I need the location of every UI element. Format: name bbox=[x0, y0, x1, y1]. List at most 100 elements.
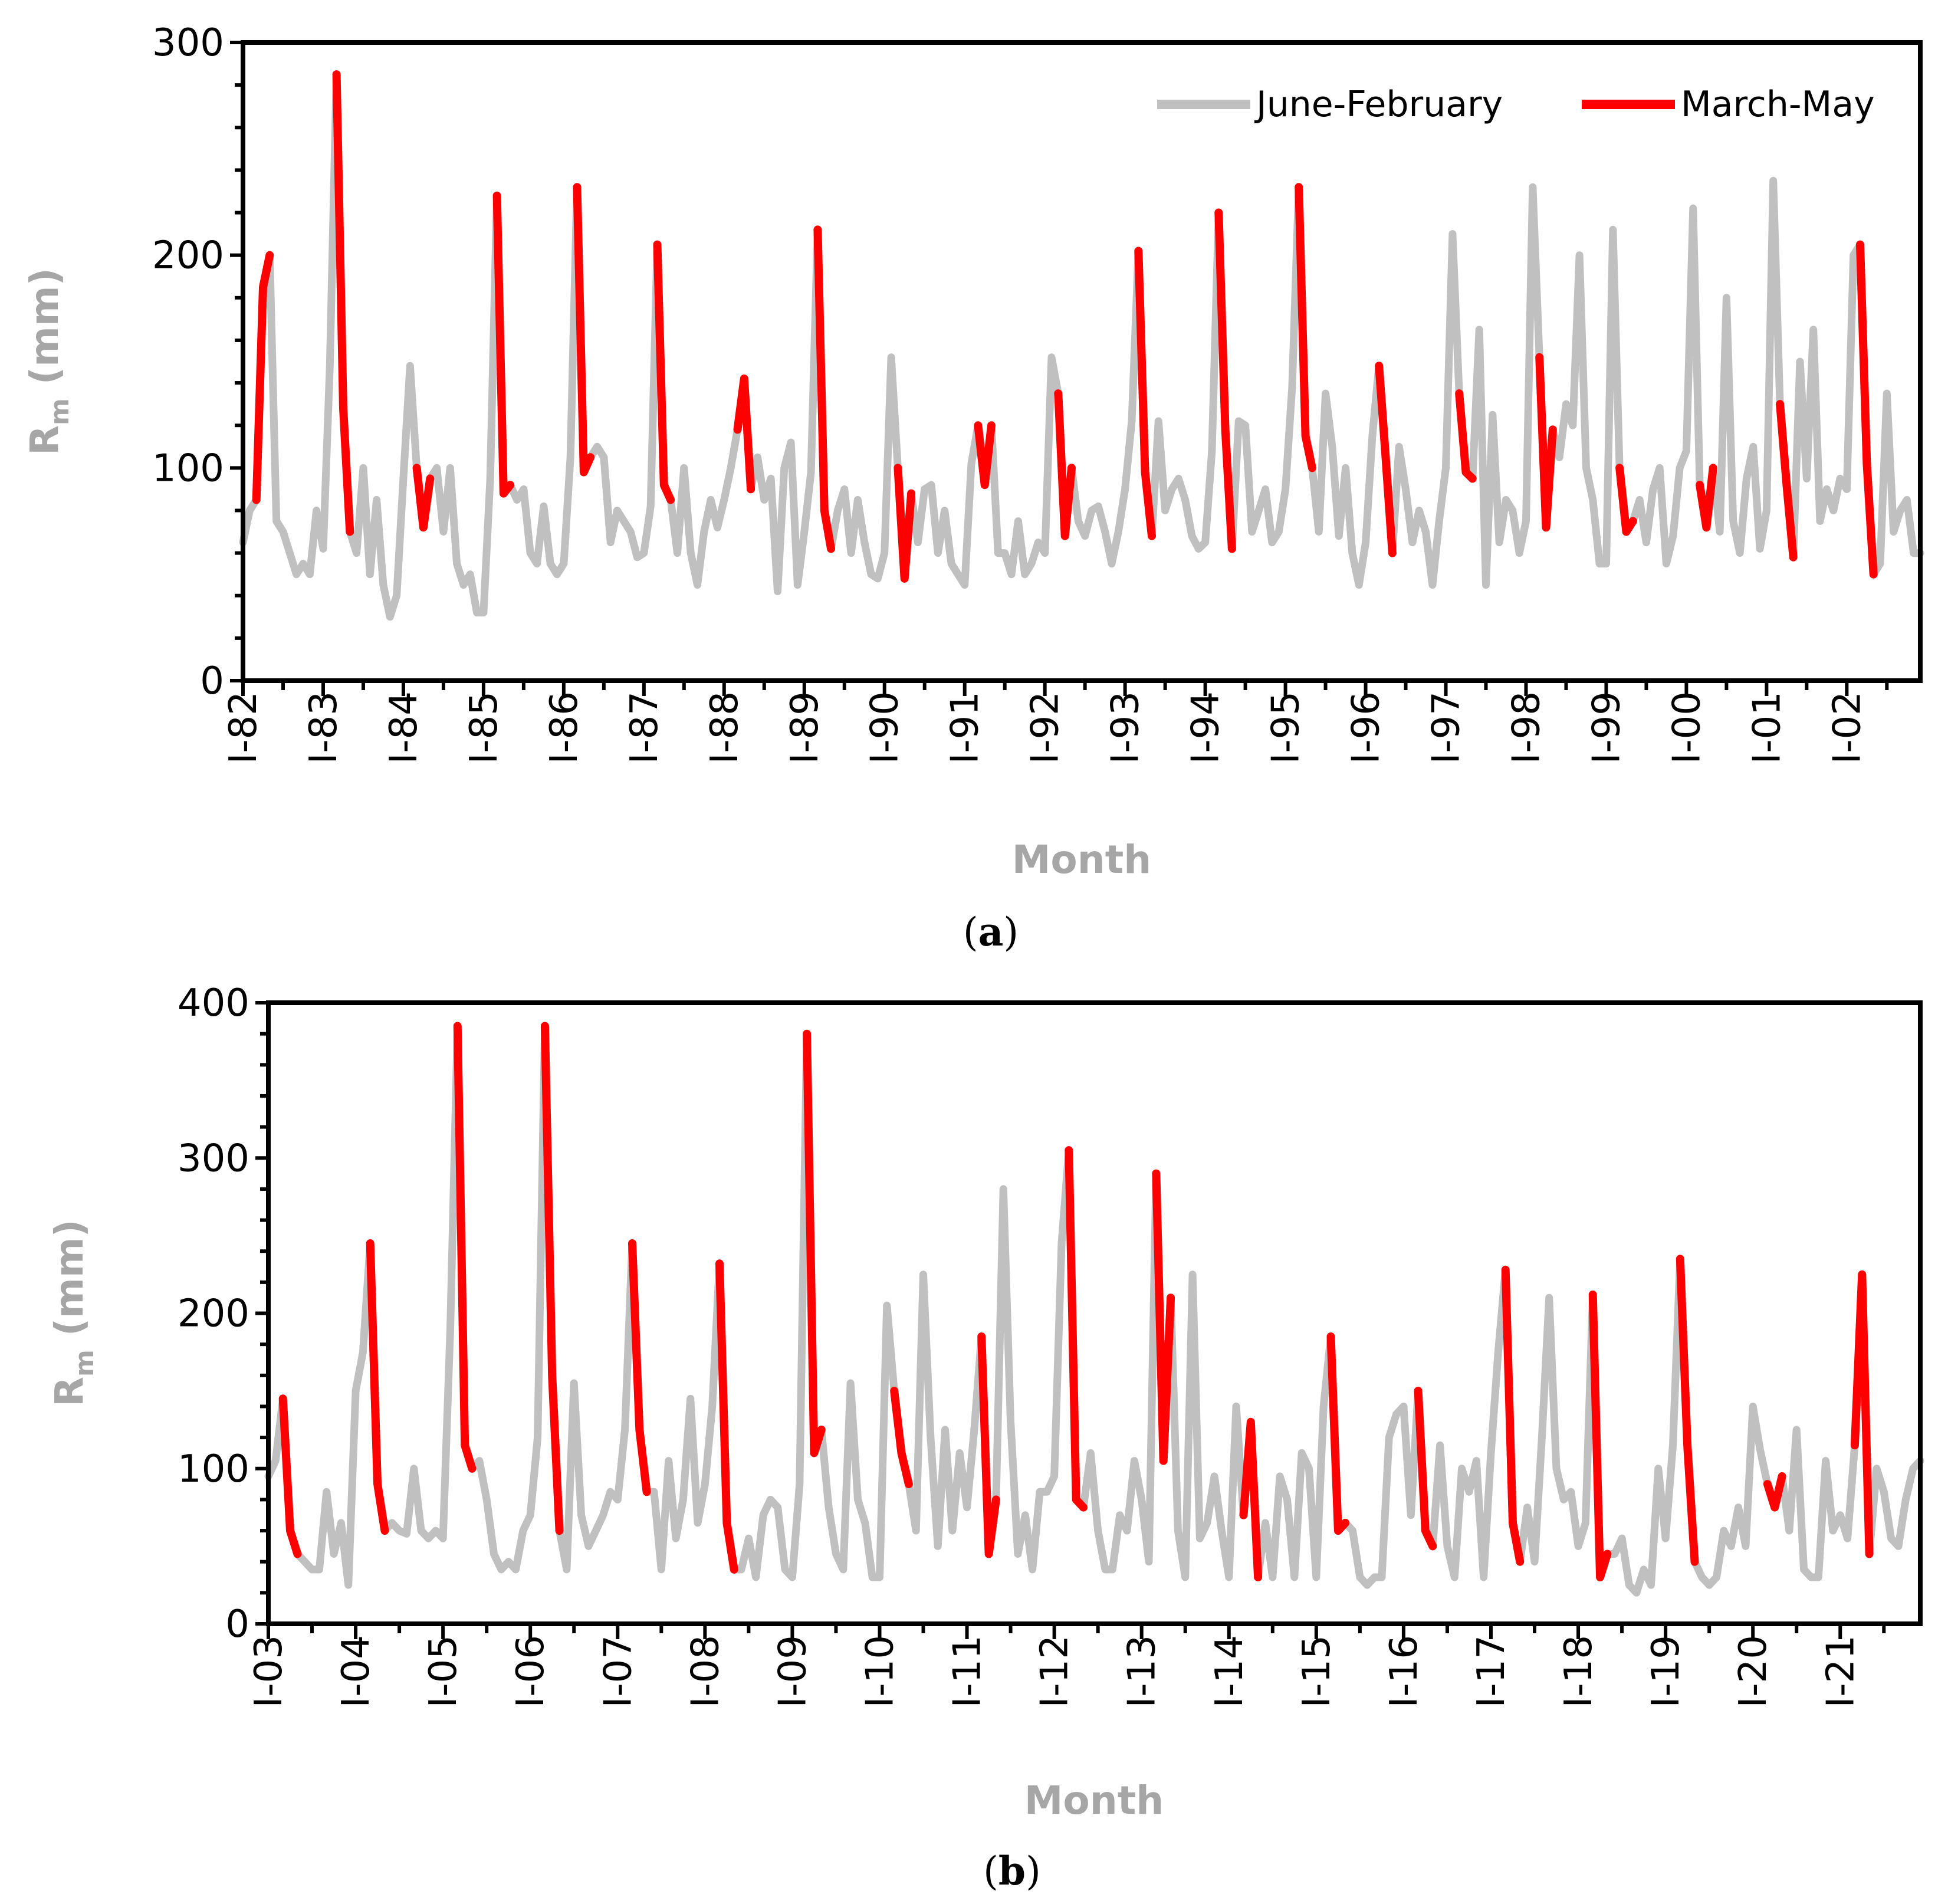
march-may-segment bbox=[1588, 1290, 1612, 1581]
panel-a-caption: (a) bbox=[963, 909, 1019, 955]
march-may-segment bbox=[1535, 353, 1557, 532]
y-tick-label: 300 bbox=[178, 1137, 249, 1180]
panel-b-y-axis-title: Rm (mm) bbox=[47, 1219, 100, 1407]
march-may-segment bbox=[1414, 1387, 1437, 1551]
panel-a-y-axis-title: Rm (mm) bbox=[22, 268, 75, 455]
x-tick-label: I-04 bbox=[334, 1635, 378, 1708]
march-may-segment bbox=[278, 1394, 302, 1558]
march-may-segment bbox=[1776, 400, 1798, 562]
panel-a-x-axis-title: Month bbox=[1012, 837, 1152, 882]
march-may-segment bbox=[1326, 1332, 1350, 1535]
x-tick-label: I-00 bbox=[1665, 691, 1709, 764]
legend-march-may-label: March-May bbox=[1681, 84, 1875, 125]
panel-b-x-ticks: I-03 I-04 I-05 I-06 I-07 I-08 I-09 I-10 I-11 I-12… bbox=[247, 1624, 1886, 1708]
x-tick-label: I-90 bbox=[863, 691, 907, 764]
x-tick-label: I-09 bbox=[771, 1635, 814, 1708]
panel-b-y-axis-subscript: m bbox=[70, 1350, 100, 1377]
x-tick-label: I-98 bbox=[1505, 691, 1549, 764]
x-tick-label: I-93 bbox=[1104, 691, 1148, 764]
panel-a-caption-letter: a bbox=[978, 909, 1004, 955]
x-tick-label: I-07 bbox=[596, 1635, 640, 1708]
march-may-segment bbox=[1696, 464, 1717, 532]
x-tick-label: I-12 bbox=[1033, 1635, 1077, 1708]
legend-june-february-label: June-February bbox=[1254, 84, 1503, 125]
x-tick-label: I-13 bbox=[1121, 1635, 1164, 1708]
march-may-segment bbox=[813, 225, 836, 553]
x-tick-label: I-16 bbox=[1382, 1635, 1426, 1708]
panel-b-caption-letter: b bbox=[998, 1848, 1026, 1894]
y-tick-label: 400 bbox=[178, 981, 249, 1025]
panel-a-y-axis-symbol: R bbox=[22, 425, 67, 455]
march-may-segment bbox=[1615, 464, 1637, 536]
march-may-segment bbox=[332, 70, 354, 536]
march-may-segment bbox=[492, 191, 515, 498]
panel-a-y-axis-subscript: m bbox=[45, 398, 75, 425]
x-tick-label: I-87 bbox=[623, 691, 666, 764]
march-may-segment bbox=[412, 464, 435, 532]
march-may-segment bbox=[974, 421, 996, 490]
march-may-segment bbox=[1375, 362, 1397, 557]
y-tick-label: 300 bbox=[152, 21, 224, 65]
x-tick-label: I-20 bbox=[1732, 1635, 1775, 1708]
y-tick-label: 200 bbox=[178, 1292, 249, 1336]
x-tick-label: I-11 bbox=[946, 1635, 990, 1708]
march-may-segment bbox=[628, 1239, 651, 1496]
panel-a-legend: June-February March-May bbox=[1157, 84, 1875, 125]
march-may-segment bbox=[1065, 1146, 1088, 1512]
x-tick-label: I-91 bbox=[944, 691, 987, 764]
x-tick-label: I-97 bbox=[1425, 691, 1469, 764]
march-may-segment bbox=[893, 464, 916, 583]
x-tick-label: I-18 bbox=[1557, 1635, 1601, 1708]
march-may-segment bbox=[803, 1029, 826, 1457]
y-tick-label: 200 bbox=[152, 234, 224, 278]
march-may-segment bbox=[573, 183, 595, 477]
x-tick-label: I-15 bbox=[1295, 1635, 1339, 1708]
x-tick-label: I-82 bbox=[222, 691, 265, 764]
march-may-segment bbox=[1763, 1472, 1786, 1512]
march-may-segment bbox=[1676, 1255, 1699, 1566]
march-may-segment bbox=[366, 1239, 389, 1535]
march-may-segment bbox=[1152, 1169, 1175, 1465]
x-tick-label: I-17 bbox=[1470, 1635, 1513, 1708]
x-tick-label: I-83 bbox=[302, 691, 346, 764]
panel-b-y-axis-symbol: R bbox=[47, 1377, 92, 1407]
x-tick-label: I-86 bbox=[543, 691, 586, 764]
march-may-segment bbox=[540, 1022, 564, 1535]
panel-b-y-axis-unit: (mm) bbox=[47, 1219, 92, 1350]
march-may-segment bbox=[1455, 389, 1477, 483]
x-tick-label: I-03 bbox=[247, 1635, 291, 1708]
x-tick-label: I-95 bbox=[1264, 691, 1308, 764]
march-may-segment bbox=[1850, 1270, 1874, 1558]
x-tick-label: I-94 bbox=[1184, 691, 1228, 764]
panel-b-caption: (b) bbox=[983, 1848, 1041, 1894]
march-may-segment bbox=[1214, 208, 1236, 553]
panel-a-series bbox=[239, 70, 1924, 621]
march-may-segment bbox=[252, 251, 274, 504]
y-tick-label: 100 bbox=[152, 447, 224, 490]
march-may-segment bbox=[653, 240, 675, 504]
march-may-segment bbox=[1501, 1265, 1525, 1566]
x-tick-label: I-06 bbox=[509, 1635, 553, 1708]
y-tick-label: 100 bbox=[178, 1447, 249, 1491]
x-tick-label: I-92 bbox=[1024, 691, 1067, 764]
x-tick-label: I-14 bbox=[1208, 1635, 1251, 1708]
x-tick-label: I-85 bbox=[462, 691, 506, 764]
march-may-segment bbox=[977, 1332, 1000, 1558]
panel-b-series bbox=[264, 1022, 1924, 1597]
panel-b-y-ticks: 0 100 200 300 400 bbox=[178, 981, 268, 1646]
march-may-segment bbox=[715, 1259, 738, 1574]
x-tick-label: I-84 bbox=[382, 691, 426, 764]
june-february-series-line bbox=[239, 70, 1924, 621]
march-may-segment bbox=[1856, 240, 1878, 579]
x-tick-label: I-08 bbox=[684, 1635, 727, 1708]
march-may-segment bbox=[1134, 247, 1156, 540]
x-tick-label: I-05 bbox=[422, 1635, 465, 1708]
x-tick-label: I-21 bbox=[1819, 1635, 1862, 1708]
y-tick-label: 0 bbox=[200, 659, 224, 703]
x-tick-label: I-96 bbox=[1345, 691, 1388, 764]
x-tick-label: I-89 bbox=[783, 691, 827, 764]
march-may-segment bbox=[1295, 183, 1316, 472]
